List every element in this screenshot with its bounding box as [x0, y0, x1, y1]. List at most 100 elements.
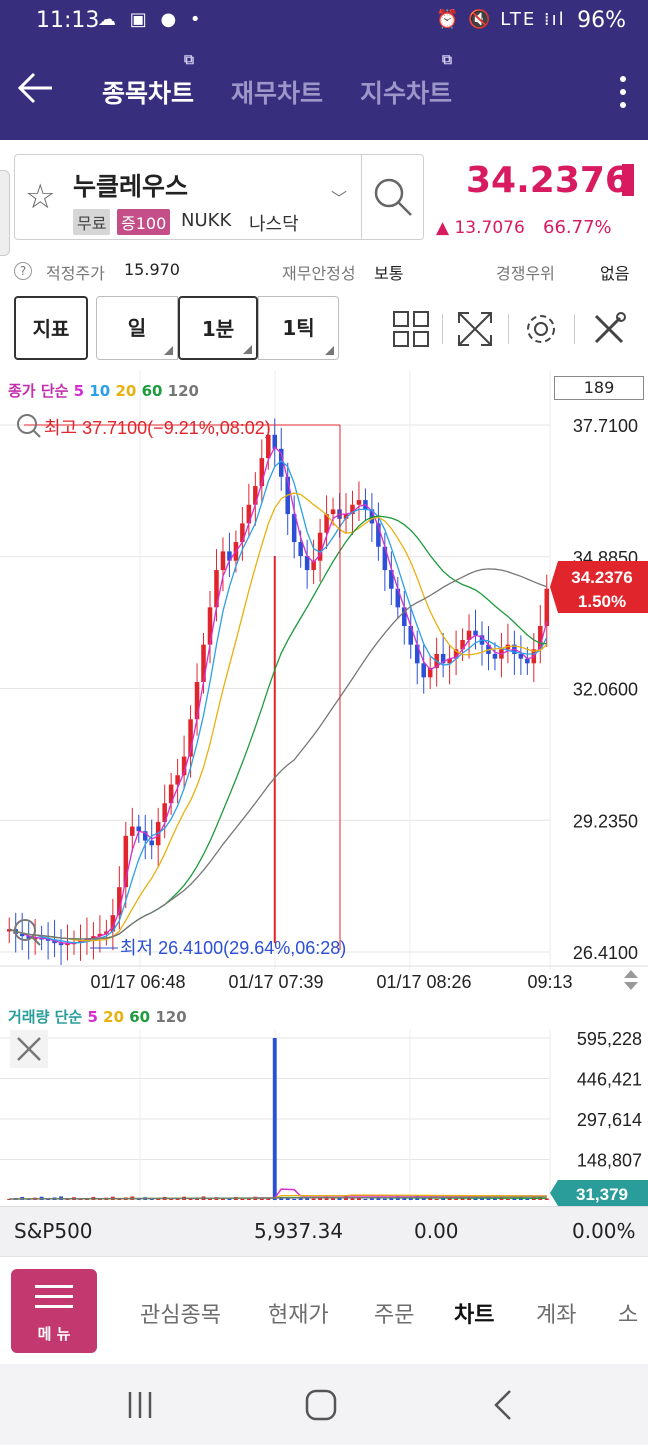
- legend-ma10: 10: [89, 382, 111, 400]
- visible-count[interactable]: 189: [554, 376, 644, 400]
- ma-legend: 종가 단순 5 10 20 60 120: [8, 380, 199, 401]
- tab-label: 종목차트: [102, 79, 195, 108]
- candle-body: [259, 458, 265, 487]
- current-price: 34.2376: [466, 160, 630, 201]
- candle-body: [382, 546, 388, 571]
- candle-body: [389, 570, 394, 589]
- candle-body: [227, 551, 232, 561]
- candle-body: [408, 626, 414, 645]
- candle-body: [447, 658, 452, 664]
- margin-tag: 증100: [117, 209, 171, 235]
- candle-body: [6, 929, 12, 932]
- more-vert-icon[interactable]: [618, 72, 628, 112]
- search-icon[interactable]: [371, 175, 415, 219]
- candle-body: [149, 840, 154, 846]
- zoom-lens: [17, 414, 37, 434]
- legend-vol-ma60: 60: [129, 1008, 151, 1026]
- help-icon[interactable]: ?: [14, 262, 32, 280]
- candle-body: [201, 644, 206, 682]
- volume-bar: [240, 1198, 245, 1200]
- volume-chart-svg[interactable]: 595,228 446,421 297,614 148,807 31,379: [0, 1030, 648, 1206]
- indicator-button[interactable]: 지표: [14, 296, 88, 360]
- candle-body: [65, 943, 70, 946]
- status-time: 11:13: [36, 8, 100, 33]
- expand-icon[interactable]: [456, 310, 494, 348]
- period-1min-button[interactable]: 1분: [178, 296, 258, 360]
- star-favorite-icon[interactable]: ☆: [25, 177, 56, 217]
- candle-body: [427, 667, 433, 678]
- app-header: ⧉ 종목차트 재무차트 ⧉ 지수차트: [0, 44, 648, 140]
- candle-body: [188, 719, 193, 757]
- candle-body: [538, 626, 543, 650]
- index-name: S&P500: [14, 1219, 93, 1243]
- candle-body: [272, 434, 278, 449]
- volume-bar: [208, 1198, 212, 1200]
- tab-label: 재무차트: [231, 79, 324, 108]
- home-icon[interactable]: [304, 1388, 338, 1422]
- current-volume-tag: [550, 1180, 648, 1206]
- x-tick-label: 01/17 06:48: [90, 972, 185, 992]
- dropdown-corner-icon: [325, 346, 334, 355]
- menu-button[interactable]: 메 뉴: [11, 1269, 97, 1353]
- price-chart-svg[interactable]: 37.710034.885032.060029.235026.410001/17…: [0, 370, 648, 1000]
- tab-finance-chart[interactable]: 재무차트: [231, 74, 323, 110]
- nav-item-more[interactable]: 소: [618, 1303, 639, 1328]
- menu-label: 메 뉴: [37, 1325, 71, 1343]
- nav-item-chart[interactable]: 차트: [454, 1303, 495, 1328]
- stock-selector[interactable]: ☆ 누클레우스 ﹀ 무료 증100 NUKK 나스닥: [14, 154, 424, 240]
- price-chart[interactable]: 종가 단순 5 10 20 60 120 189: [0, 370, 648, 1000]
- index-value: 5,937.34: [254, 1219, 344, 1243]
- back-nav-icon[interactable]: [490, 1388, 518, 1422]
- candle-body: [304, 556, 310, 571]
- legend-prefix: 종가 단순: [8, 382, 69, 400]
- candle-body: [104, 931, 109, 934]
- vol-y-tick-label: 148,807: [577, 1151, 642, 1171]
- candle-body: [330, 509, 336, 515]
- moving-average-line: [8, 515, 547, 940]
- stock-market: 나스닥: [249, 214, 299, 235]
- vol-y-tick-label: 446,421: [577, 1070, 642, 1090]
- period-1min-label: 1분: [201, 317, 235, 341]
- nav-item-order[interactable]: 주문: [374, 1303, 415, 1328]
- tools-icon[interactable]: [590, 310, 628, 348]
- recent-apps-icon[interactable]: [124, 1390, 156, 1420]
- volume-bar: [285, 1197, 290, 1200]
- divider: [361, 155, 362, 239]
- tab-stock-chart[interactable]: ⧉ 종목차트: [102, 52, 195, 110]
- candle-body: [19, 933, 25, 937]
- volume-bar: [369, 1197, 374, 1200]
- nav-item-watchlist[interactable]: 관심종목: [140, 1303, 221, 1328]
- volume-bar: [169, 1198, 174, 1200]
- side-drawer-handle[interactable]: [0, 170, 10, 256]
- index-ticker-bar[interactable]: S&P500 5,937.34 0.00 0.00%: [0, 1206, 648, 1256]
- fair-price-label: 적정주가: [46, 264, 105, 283]
- index-change: 0.00: [414, 1219, 459, 1243]
- dropdown-corner-icon: [243, 345, 252, 354]
- competition-label: 경쟁우위: [496, 264, 555, 283]
- back-arrow-icon[interactable]: [16, 68, 56, 108]
- candle-body: [162, 803, 167, 822]
- candle-body: [52, 940, 57, 944]
- scroll-down-icon: [624, 982, 638, 990]
- copy-icon: ⧉: [442, 52, 452, 68]
- tab-index-chart[interactable]: ⧉ 지수차트: [360, 52, 452, 110]
- nav-item-account[interactable]: 계좌: [536, 1303, 577, 1328]
- chevron-down-icon[interactable]: ﹀: [331, 189, 348, 208]
- volume-bar: [357, 1197, 361, 1200]
- nav-item-quote[interactable]: 현재가: [268, 1303, 329, 1328]
- volume-bar: [363, 1198, 368, 1200]
- candle-body: [311, 560, 316, 571]
- volume-bar: [350, 1198, 355, 1200]
- chart-toolbar: 지표 일 1분 1틱: [0, 296, 648, 364]
- settings-gear-icon[interactable]: [522, 310, 560, 348]
- bottom-nav: 메 뉴 관심종목 현재가 주문 차트 계좌 소: [0, 1256, 648, 1364]
- zoom-in-icon: [17, 414, 41, 438]
- period-day-button[interactable]: 일: [96, 296, 178, 360]
- price-indicator-bar: [622, 164, 634, 196]
- volume-bar: [227, 1197, 232, 1200]
- period-1tick-button[interactable]: 1틱: [258, 296, 339, 360]
- stability-value: 보통: [374, 264, 404, 283]
- candle-body: [402, 607, 407, 627]
- candle-body: [32, 937, 38, 940]
- grid-layout-icon[interactable]: [392, 310, 430, 348]
